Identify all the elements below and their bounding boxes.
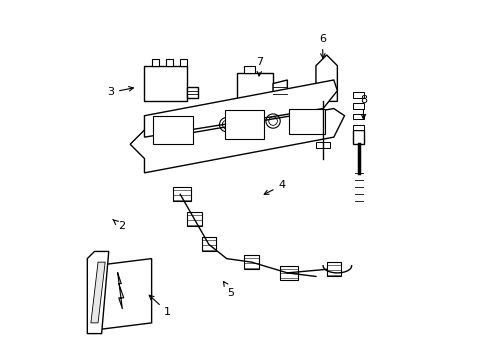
Text: 3: 3: [107, 87, 133, 98]
Bar: [144, 66, 187, 102]
Polygon shape: [272, 80, 287, 98]
Text: 8: 8: [359, 95, 366, 119]
Bar: [353, 93, 364, 98]
Bar: [288, 109, 324, 134]
Text: 4: 4: [264, 180, 285, 194]
Bar: [165, 59, 173, 66]
Bar: [315, 132, 329, 137]
Text: 6: 6: [318, 34, 325, 58]
Text: 1: 1: [149, 295, 171, 317]
Bar: [237, 73, 272, 102]
Bar: [153, 116, 192, 144]
Polygon shape: [187, 87, 198, 98]
Bar: [353, 125, 364, 130]
Bar: [315, 143, 329, 148]
Bar: [353, 130, 364, 144]
Bar: [280, 266, 298, 280]
Text: 2: 2: [113, 219, 124, 231]
Bar: [244, 255, 258, 269]
Bar: [224, 111, 264, 139]
Bar: [151, 59, 159, 66]
Polygon shape: [144, 80, 337, 137]
Bar: [353, 103, 364, 109]
Bar: [326, 262, 340, 276]
Bar: [173, 187, 190, 202]
Text: 5: 5: [223, 282, 234, 297]
Polygon shape: [94, 258, 151, 330]
Bar: [315, 111, 329, 116]
Text: 7: 7: [256, 57, 263, 76]
Bar: [353, 114, 364, 119]
Bar: [244, 66, 255, 73]
Polygon shape: [91, 262, 105, 323]
Bar: [180, 59, 187, 66]
Polygon shape: [130, 109, 344, 173]
Bar: [315, 121, 329, 126]
Bar: [187, 212, 201, 226]
Polygon shape: [87, 251, 108, 334]
Bar: [201, 237, 216, 251]
Polygon shape: [315, 55, 337, 102]
